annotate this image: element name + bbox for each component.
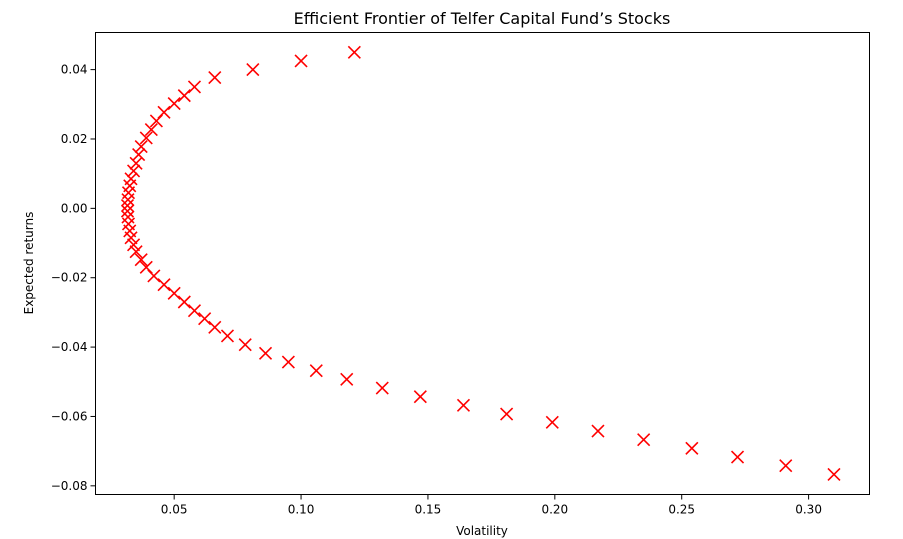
frontier-point	[198, 312, 212, 326]
frontier-point	[294, 54, 308, 68]
frontier-point	[120, 204, 135, 218]
frontier-point	[545, 415, 559, 429]
y-tick-label: −0.04	[51, 340, 88, 354]
frontier-point	[413, 390, 427, 404]
frontier-point	[220, 329, 235, 343]
frontier-point	[167, 97, 181, 111]
frontier-point	[258, 346, 273, 360]
frontier-point	[121, 193, 135, 207]
frontier-point	[134, 253, 148, 267]
frontier-point	[139, 131, 153, 145]
frontier-point	[779, 459, 793, 473]
x-axis-ticks: 0.05 0.10 0.15 0.20 0.25 0.30	[161, 494, 822, 517]
frontier-point	[132, 148, 146, 162]
frontier-point	[149, 114, 163, 128]
frontier-point	[177, 89, 191, 103]
frontier-point	[124, 231, 138, 245]
x-tick-label: 0.05	[161, 503, 188, 517]
frontier-point	[238, 338, 252, 352]
frontier-point	[126, 238, 141, 252]
y-tick-label: −0.06	[51, 409, 88, 423]
frontier-point	[208, 320, 222, 334]
frontier-point	[685, 441, 699, 455]
x-tick-label: 0.30	[795, 503, 822, 517]
x-tick-label: 0.10	[288, 503, 315, 517]
y-tick-label: −0.08	[51, 479, 88, 493]
frontier-point	[129, 245, 143, 259]
chart-title: Efficient Frontier of Telfer Capital Fun…	[294, 9, 671, 28]
frontier-point	[591, 424, 605, 438]
y-axis-label: Expected returns	[22, 212, 36, 315]
frontier-point	[187, 80, 202, 94]
y-tick-label: 0.04	[61, 63, 88, 77]
frontier-point	[281, 355, 295, 369]
x-tick-label: 0.20	[541, 503, 568, 517]
frontier-point	[177, 295, 191, 309]
frontier-point	[827, 467, 841, 481]
y-tick-label: 0.02	[61, 132, 88, 146]
frontier-point	[187, 304, 202, 318]
frontier-point	[167, 286, 181, 300]
x-tick-label: 0.25	[668, 503, 695, 517]
frontier-point	[246, 63, 260, 77]
frontier-point	[340, 372, 354, 386]
frontier-point	[375, 381, 389, 395]
frontier-point	[347, 45, 361, 59]
frontier-point	[129, 156, 143, 170]
frontier-point	[309, 364, 323, 378]
frontier-point	[120, 199, 135, 213]
x-axis-label: Volatility	[456, 524, 508, 538]
frontier-point	[134, 140, 148, 154]
frontier-point	[147, 269, 161, 283]
frontier-point	[456, 398, 471, 412]
y-tick-label: 0.00	[61, 201, 88, 215]
x-tick-label: 0.15	[415, 503, 442, 517]
frontier-point	[126, 164, 141, 178]
frontier-point	[637, 433, 651, 447]
plot-area-frame	[95, 32, 870, 495]
frontier-point	[144, 123, 158, 137]
frontier-point	[157, 278, 171, 292]
frontier-point	[208, 71, 222, 85]
y-tick-label: −0.02	[51, 271, 88, 285]
frontier-markers	[120, 45, 841, 481]
frontier-point	[500, 407, 514, 421]
frontier-point	[730, 450, 745, 464]
y-axis-ticks: −0.08 −0.06 −0.04 −0.02 0.00 0.02 0.04	[51, 63, 96, 493]
